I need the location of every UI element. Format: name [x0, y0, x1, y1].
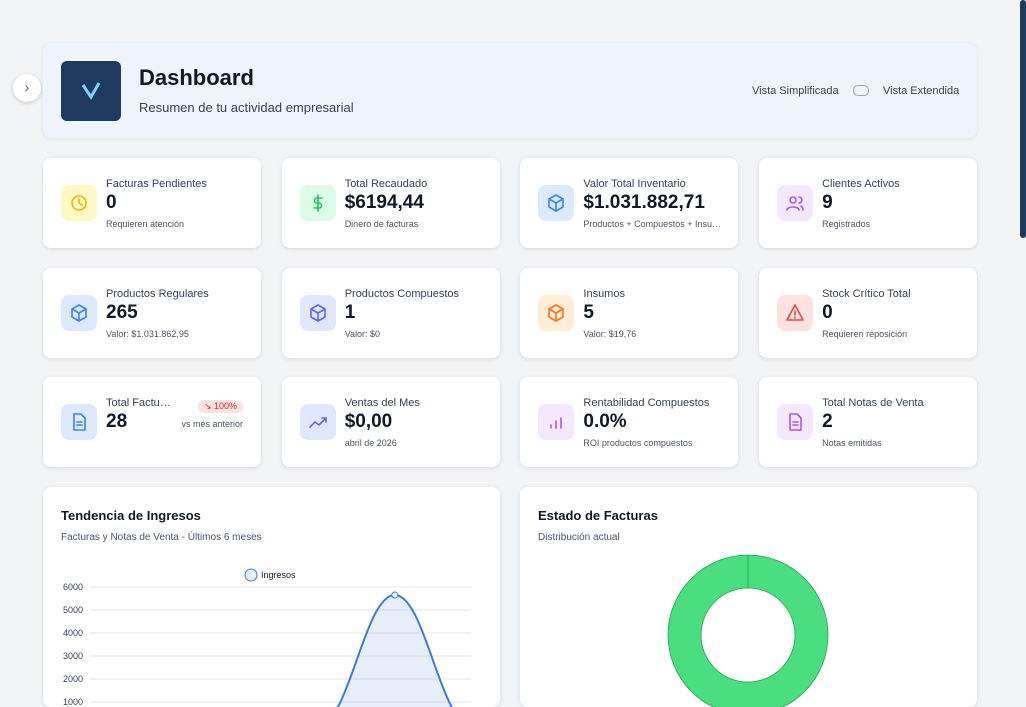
logo: [61, 61, 121, 121]
stat-note: Requieren atención: [106, 219, 185, 229]
stat-note: Valor: $19,76: [583, 328, 637, 339]
stat-card: Facturas Pendientes 0 Requieren atención: [43, 158, 261, 248]
stat-card: Total Facturas 28 ↘ 100% vs mes anterior: [43, 377, 261, 467]
pie-chart: Estado de Facturas Distribución actual: [538, 508, 829, 707]
stat-card: Total Notas de Venta 2 Notas emitidas: [759, 377, 978, 467]
stat-value: 1: [344, 301, 356, 323]
stat-value: 0.0%: [583, 411, 627, 432]
stat-icon: [777, 185, 814, 221]
y-tick-label: 5000: [63, 605, 83, 615]
y-tick-label: 2000: [63, 674, 83, 684]
stat-note: Dinero de facturas: [344, 219, 419, 229]
stat-icon: [299, 294, 336, 331]
stat-icon: [538, 294, 575, 331]
line-area: [337, 595, 452, 707]
stat-note: ROI productos compuestos: [583, 438, 693, 448]
stat-note: Requieren reposición: [822, 328, 908, 339]
stat-card: Ventas del Mes $0,00 abril de 2026: [281, 377, 500, 467]
stat-value: 5: [583, 301, 594, 323]
point: [391, 591, 399, 599]
view-extended[interactable]: Vista Extendida: [883, 85, 960, 97]
chart-subtitle: Distribución actual: [538, 532, 620, 543]
stat-label: Total Notas de Venta: [822, 397, 924, 409]
y-tick-label: 4000: [63, 628, 83, 638]
stat-value: 265: [106, 301, 138, 323]
stat-icon: [61, 404, 97, 440]
sidebar-toggle[interactable]: ›: [13, 74, 41, 102]
stat-note: Valor: $0: [344, 328, 381, 339]
stat-card: Stock Crítico Total 0 Requieren reposición: [759, 267, 978, 358]
stat-label: Rentabilidad Compuestos: [583, 397, 710, 409]
stat-note: Productos + Compuestos + Insumos: [583, 219, 724, 229]
stat-note: abril de 2026: [344, 438, 397, 448]
stat-value: $6194,44: [344, 192, 424, 213]
legend-label: Ingresos: [261, 570, 296, 580]
stat-value: 9: [822, 192, 833, 213]
stat-label: Stock Crítico Total: [822, 287, 911, 300]
view-switch[interactable]: [853, 85, 869, 96]
stat-note: Valor: $1.031.862,95: [106, 328, 189, 339]
stat-value: $0,00: [344, 411, 393, 432]
stat-label: Valor Total Inventario: [583, 178, 686, 190]
stat-card: Clientes Activos 9 Registrados: [759, 158, 978, 248]
stat-note: Registrados: [822, 219, 871, 229]
stat-label: Ventas del Mes: [344, 397, 420, 409]
donut-outline: [667, 554, 829, 707]
donut-slice: [668, 555, 828, 707]
stat-label: Total Recaudado: [344, 178, 428, 190]
stat-badge-note: vs mes anterior: [181, 419, 243, 429]
stat-label: Insumos: [583, 287, 625, 300]
stat-icon: [299, 185, 336, 221]
line-chart: Tendencia de Ingresos Facturas y Notas de…: [61, 508, 471, 707]
page: › Dashboard Resumen de tu actividad empr…: [13, 0, 1026, 707]
stat-card: Productos Compuestos 1 Valor: $0: [281, 267, 500, 358]
pie-card: Estado de Facturas Distribución actual: [520, 487, 977, 707]
stat-icon: [299, 404, 336, 440]
stat-icon: [777, 404, 814, 440]
stat-value: $1.031.882,71: [583, 192, 705, 213]
stat-value: 0: [106, 192, 117, 213]
line-card: Tendencia de Ingresos Facturas y Notas de…: [43, 487, 500, 707]
donut-inner: [700, 587, 796, 683]
stat-icon: [61, 294, 97, 331]
stat-icon: [777, 294, 814, 331]
stat-badge: ↘ 100%: [197, 400, 243, 413]
y-tick-label: 6000: [63, 582, 83, 592]
stat-card: Rentabilidad Compuestos 0.0% ROI productos…: [520, 377, 739, 467]
stat-icon: [538, 404, 575, 440]
stat-label: Clientes Activos: [822, 178, 900, 190]
scrollbar: [1020, 0, 1026, 238]
stat-label: Total Facturas: [106, 397, 172, 409]
y-tick-label: 3000: [63, 651, 83, 661]
line: [336, 594, 453, 707]
stat-card: Total Recaudado $6194,44 Dinero de factura…: [281, 158, 500, 248]
stat-card: Valor Total Inventario $1.031.882,71 Produ…: [520, 158, 739, 248]
stat-icon: [61, 185, 97, 221]
subtitle: Resumen de tu actividad empresarial: [139, 100, 354, 115]
stat-card: Productos Regulares 265 Valor: $1.031.862,…: [43, 267, 261, 358]
view-simple[interactable]: Vista Simplificada: [752, 85, 839, 97]
stat-note: Notas emitidas: [822, 438, 882, 448]
chart-title: Estado de Facturas: [538, 508, 658, 523]
legend-swatch: [244, 568, 258, 582]
header: Dashboard Resumen de tu actividad empres…: [43, 43, 977, 138]
y-tick-label: 1000: [63, 697, 83, 707]
chart-subtitle: Facturas y Notas de Venta - Últimos 6 me…: [61, 530, 262, 543]
stat-value: 0: [822, 301, 833, 323]
stat-card: Insumos 5 Valor: $19,76: [520, 267, 739, 358]
chart-title: Tendencia de Ingresos: [61, 508, 201, 523]
stat-value: 28: [106, 411, 128, 432]
stat-icon: [538, 185, 575, 221]
stat-label: Productos Regulares: [106, 287, 209, 300]
stat-label: Productos Compuestos: [344, 287, 460, 300]
stat-label: Facturas Pendientes: [106, 178, 207, 190]
title: Dashboard: [139, 65, 254, 90]
stat-value: 2: [822, 411, 833, 432]
